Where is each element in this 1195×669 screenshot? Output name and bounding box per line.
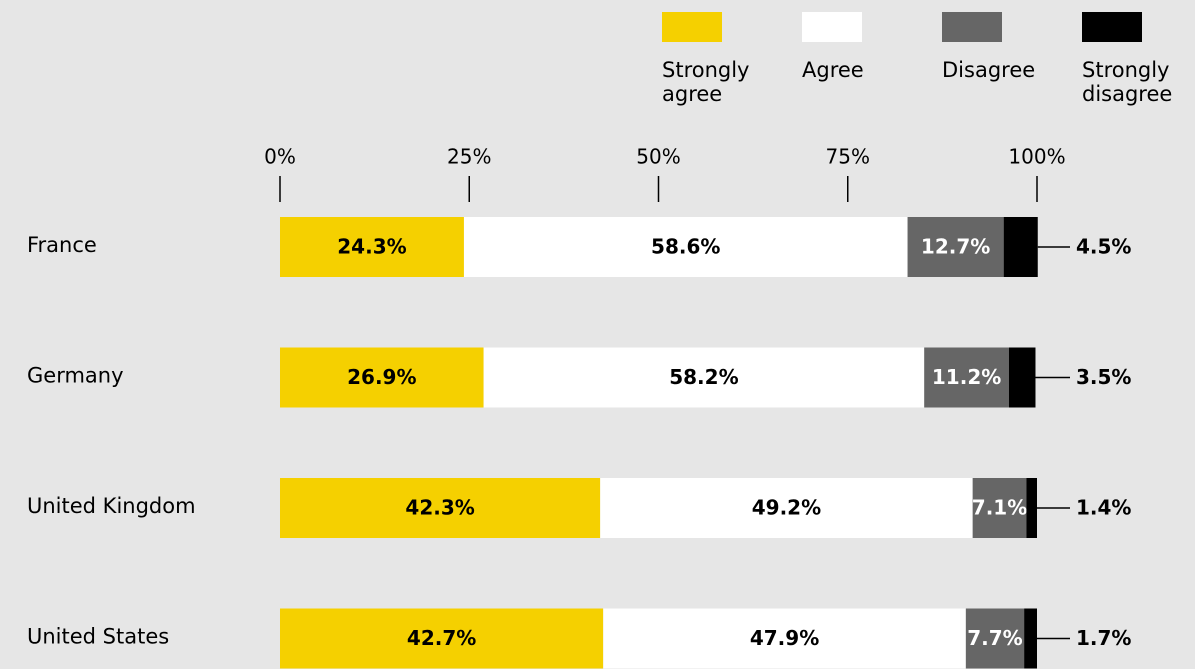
legend-swatch xyxy=(1082,12,1142,42)
x-tick-label: 100% xyxy=(1008,145,1065,169)
bar-segment xyxy=(1003,217,1038,277)
bar-segment xyxy=(280,478,601,538)
value-label: 4.5% xyxy=(1076,235,1131,259)
bar-segment xyxy=(280,347,484,408)
value-label: 42.7% xyxy=(407,626,476,650)
x-tick-label: 75% xyxy=(826,145,870,169)
value-label: 12.7% xyxy=(921,235,990,259)
bar-segment xyxy=(463,217,908,277)
value-label: 49.2% xyxy=(752,496,821,520)
legend-label: Agree xyxy=(802,58,864,82)
category-label: United Kingdom xyxy=(27,494,196,518)
value-label: 7.1% xyxy=(972,496,1027,520)
bar-segment xyxy=(603,608,966,669)
bar-segment xyxy=(1026,478,1037,538)
category-label: France xyxy=(27,233,97,257)
bar-segment xyxy=(907,217,1004,277)
value-label: 58.6% xyxy=(651,235,720,259)
bar-segment xyxy=(280,608,604,669)
bar-segment xyxy=(1008,347,1036,408)
bar-segment xyxy=(924,347,1009,408)
value-label: 58.2% xyxy=(669,365,738,389)
legend-swatch xyxy=(662,12,722,42)
legend-label: Strongly agree xyxy=(662,58,750,106)
value-label: 24.3% xyxy=(337,235,406,259)
value-label: 11.2% xyxy=(932,365,1001,389)
value-label: 1.7% xyxy=(1076,626,1131,650)
bar-segment xyxy=(965,608,1025,669)
value-label: 1.4% xyxy=(1076,496,1131,520)
bar-segment xyxy=(972,478,1027,538)
x-tick-label: 25% xyxy=(447,145,491,169)
value-label: 47.9% xyxy=(750,626,819,650)
value-label: 7.7% xyxy=(967,626,1022,650)
category-label: Germany xyxy=(27,364,124,388)
x-tick-label: 0% xyxy=(264,145,296,169)
value-label: 3.5% xyxy=(1076,365,1131,389)
legend-label: Strongly disagree xyxy=(1082,58,1173,106)
category-label: United States xyxy=(27,625,169,649)
x-tick-label: 50% xyxy=(636,145,680,169)
bar-segment xyxy=(600,478,973,538)
bar-segment xyxy=(483,347,925,408)
legend-swatch xyxy=(802,12,862,42)
bar-segment xyxy=(1024,608,1037,669)
legend-swatch xyxy=(942,12,1002,42)
value-label: 42.3% xyxy=(405,496,474,520)
legend-label: Disagree xyxy=(942,58,1036,82)
bar-segment xyxy=(280,217,464,277)
value-label: 26.9% xyxy=(347,365,416,389)
